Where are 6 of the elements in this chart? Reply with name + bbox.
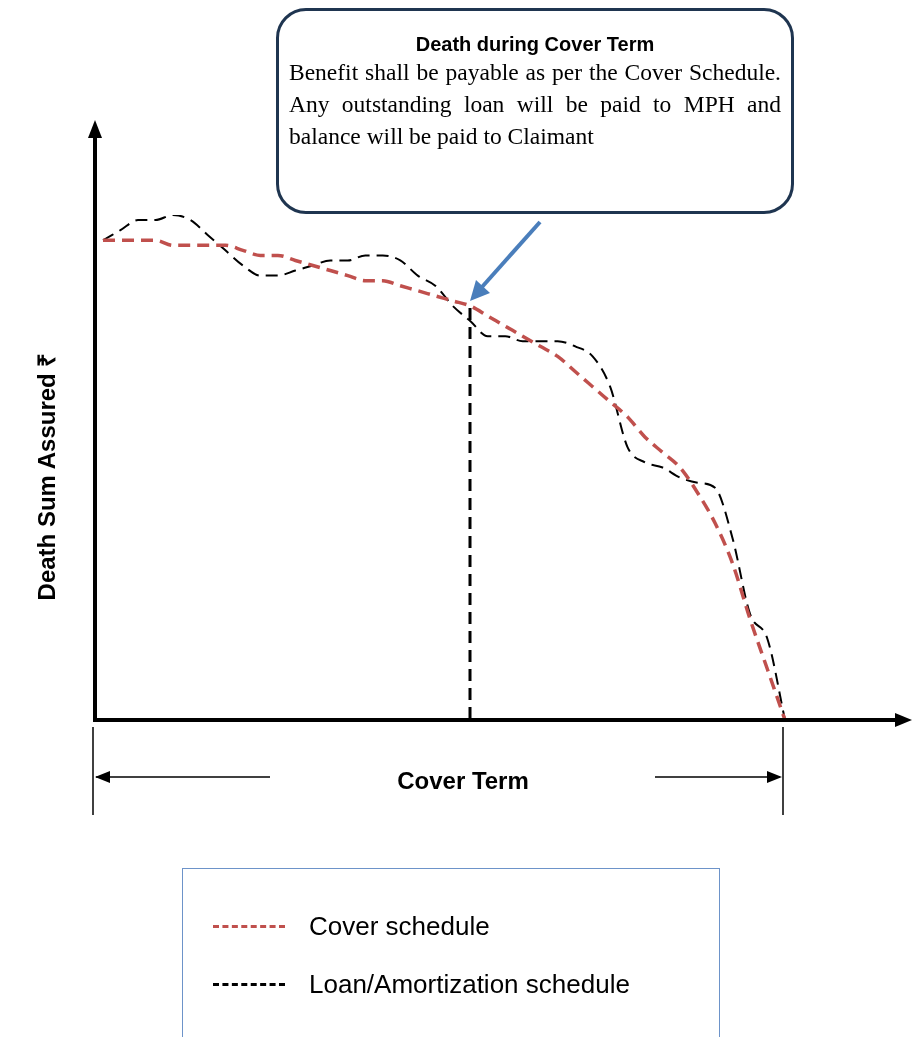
legend-label: Loan/Amortization schedule: [309, 969, 630, 1000]
x-axis-title: Cover Term: [396, 767, 530, 795]
y-axis-title: Death Sum Assured ₹: [31, 351, 61, 603]
legend-label: Cover schedule: [309, 911, 490, 942]
text: Benefit shall be payable as per the Cover Schedule. Any outstanding loan will be paid to MPH and balance will be paid to Claimant: [289, 58, 781, 151]
text: Death during Cover Term: [414, 33, 656, 56]
